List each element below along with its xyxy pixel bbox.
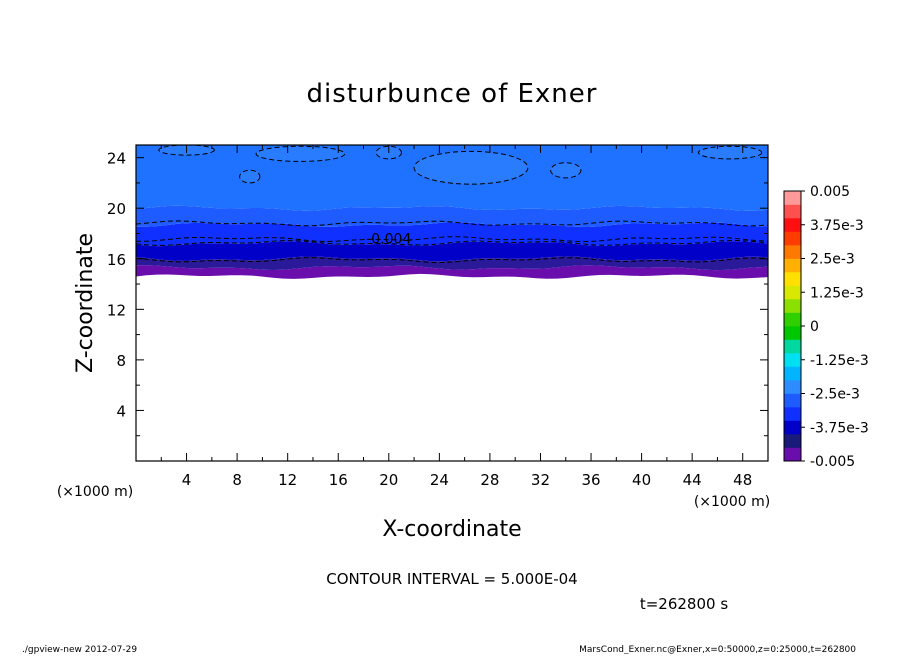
footer-right: MarsCond_Exner.nc@Exner,x=0:50000,z=0:25… <box>579 645 856 654</box>
colorbar-segment <box>784 285 801 300</box>
x-tick-label: 48 <box>733 471 752 489</box>
x-tick-label: 20 <box>379 471 398 489</box>
colorbar-tick-label: 0.005 <box>810 184 850 200</box>
footer-left: ./gpview-new 2012-07-29 <box>22 645 137 654</box>
x-tick-label: 16 <box>329 471 348 489</box>
contour-label: -0.004 <box>366 232 411 248</box>
x-tick-label: 40 <box>632 471 651 489</box>
contour-line <box>135 220 769 227</box>
contour-line <box>136 236 769 243</box>
contour-line <box>239 169 261 184</box>
colorbar-segment <box>784 447 801 462</box>
contour-line <box>413 150 529 185</box>
colorbar-segment <box>784 339 801 354</box>
colorbar-tick-label: -1.25e-3 <box>810 353 869 369</box>
x-unit-label: (×1000 m) <box>694 494 770 510</box>
colorbar-tick-label: 1.25e-3 <box>810 285 864 301</box>
y-tick-label: 4 <box>116 402 126 420</box>
colorbar-tick-label: -0.005 <box>810 454 855 470</box>
colorbar-segment <box>784 434 801 448</box>
colorbar-segment <box>784 326 801 340</box>
y-tick-label: 8 <box>116 352 126 370</box>
x-tick-label: 24 <box>430 471 449 489</box>
colorbar-segment <box>784 420 801 435</box>
x-tick-label: 32 <box>531 471 550 489</box>
colorbar-segment <box>784 231 801 246</box>
colorbar-tick-label: 3.75e-3 <box>810 218 864 234</box>
colorbar-tick-label: -3.75e-3 <box>810 420 869 436</box>
colorbar-segment <box>784 218 801 232</box>
colorbar: 0.005 3.75e-3 2.5e-3 1.25e-3 0 -1.25e-3 -2.5e-… <box>783 184 869 470</box>
colorbar-tick-label: 2.5e-3 <box>810 252 855 268</box>
colorbar-segment <box>784 380 801 394</box>
colorbar-segment <box>784 407 801 421</box>
x-tick-label: 4 <box>182 471 192 489</box>
x-tick-label: 12 <box>278 471 297 489</box>
contour-line <box>255 145 346 162</box>
y-tick-label: 12 <box>107 301 126 319</box>
y-tick-label: 24 <box>107 150 126 168</box>
colorbar-segment <box>784 353 801 367</box>
colorbar-segment <box>784 204 801 219</box>
contour-line <box>697 145 763 160</box>
colorbar-segment <box>784 191 801 205</box>
colorbar-tick-label: -2.5e-3 <box>810 387 860 403</box>
contour-line <box>135 257 769 264</box>
y-unit-label: (×1000 m) <box>57 484 133 500</box>
y-axis-label: Z-coordinate <box>73 233 98 373</box>
y-tick-label: 20 <box>107 200 126 218</box>
x-tick-label: 28 <box>480 471 499 489</box>
x-axis: 4 8 12 16 20 24 28 32 36 40 44 48 <box>135 145 769 489</box>
colorbar-segment <box>784 258 801 273</box>
contour-band <box>136 265 768 279</box>
y-axis: 4 8 12 16 20 24 <box>107 150 768 462</box>
contour-band <box>136 241 768 262</box>
x-tick-label: 44 <box>683 471 702 489</box>
contour-line <box>135 239 769 246</box>
x-tick-label: 36 <box>581 471 600 489</box>
y-tick-label: 16 <box>107 251 126 269</box>
plot-frame <box>135 144 769 462</box>
contour-lines <box>135 144 769 264</box>
colorbar-segment <box>784 366 801 381</box>
time-text: t=262800 s <box>640 595 728 613</box>
x-axis-label: X-coordinate <box>382 517 521 542</box>
contour-interval-text: CONTOUR INTERVAL = 5.000E-04 <box>326 570 577 588</box>
colorbar-segment <box>784 272 801 286</box>
colorbar-segment <box>784 245 801 259</box>
colorbar-tick-label: 0 <box>810 319 819 335</box>
colorbar-segment <box>784 299 801 313</box>
colorbar-segment <box>784 393 801 408</box>
x-tick-label: 8 <box>232 471 242 489</box>
contour-band <box>136 256 768 271</box>
contour-line <box>550 162 582 179</box>
colorbar-segment <box>784 312 801 327</box>
chart-title: disturbunce of Exner <box>307 79 598 109</box>
